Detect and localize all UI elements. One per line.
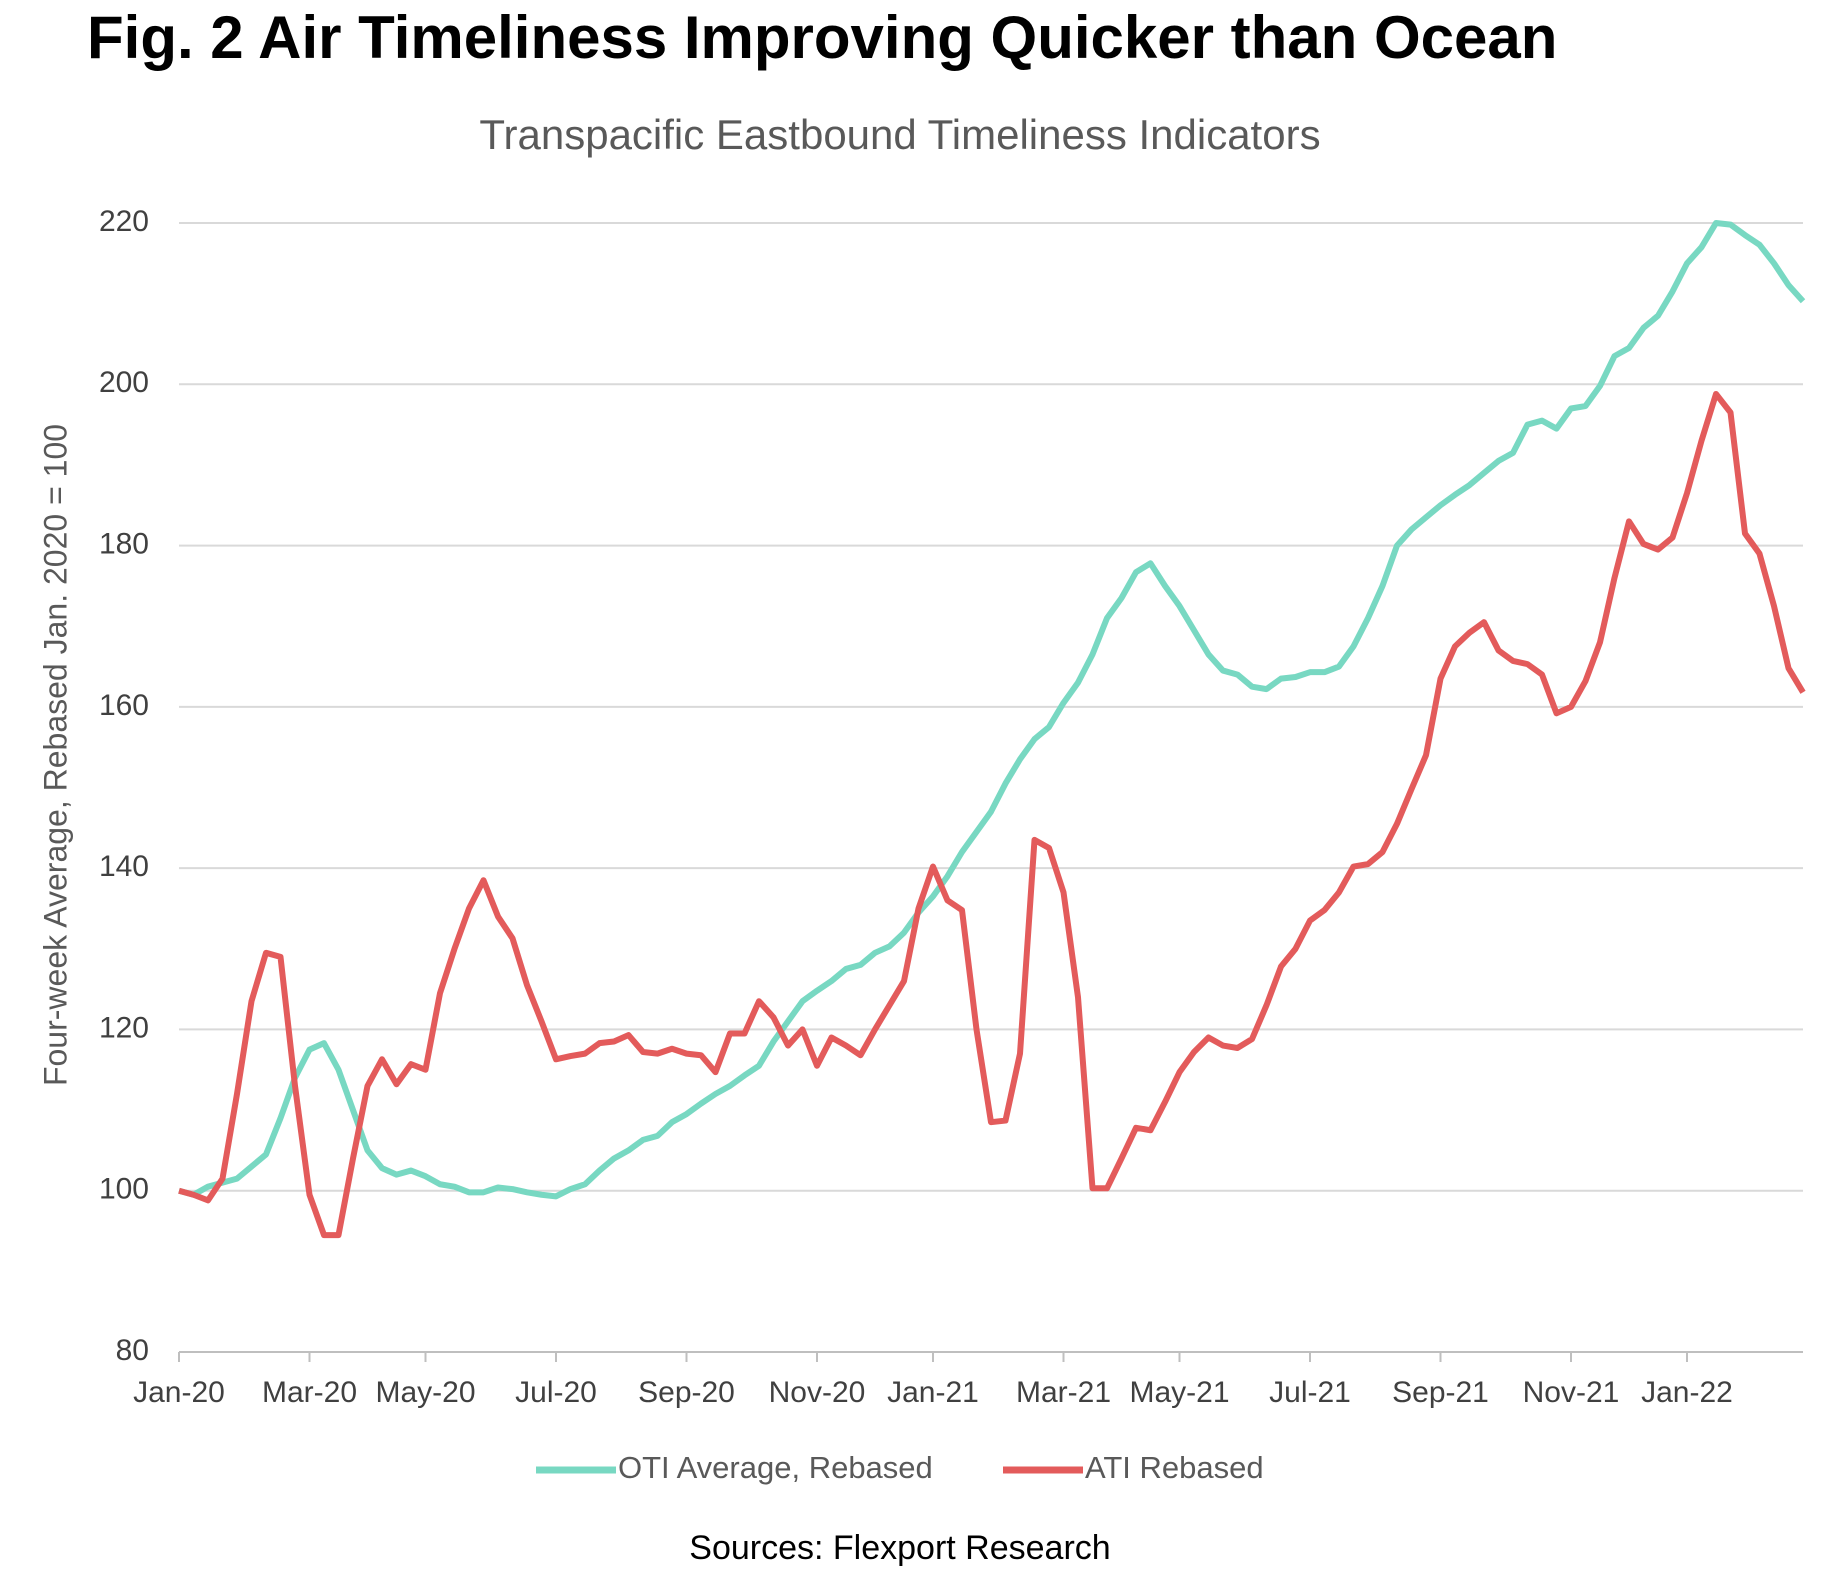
x-tick-label: Jan-22	[1641, 1376, 1733, 1409]
source-note: Sources: Flexport Research	[689, 1529, 1110, 1567]
x-tick-label: Sep-20	[638, 1376, 735, 1409]
y-tick-label: 120	[99, 1011, 149, 1044]
x-tick-label: Jul-21	[1269, 1376, 1351, 1409]
chart-subtitle: Transpacific Eastbound Timeliness Indica…	[479, 111, 1320, 158]
y-axis-label: Four-week Average, Rebased Jan. 2020 = 1…	[37, 424, 73, 1086]
x-tick-label: Sep-21	[1392, 1376, 1489, 1409]
x-tick-label: Jan-20	[133, 1376, 225, 1409]
y-tick-label: 160	[99, 689, 149, 722]
legend-label: ATI Rebased	[1085, 1450, 1264, 1485]
y-tick-label: 220	[99, 205, 149, 238]
x-tick-label: May-21	[1129, 1376, 1229, 1409]
x-tick-label: Mar-21	[1016, 1376, 1111, 1409]
series-line	[178, 220, 1806, 1200]
x-tick-label: Jan-21	[887, 1376, 979, 1409]
y-tick-label: 80	[116, 1334, 149, 1367]
y-tick-label: 100	[99, 1173, 149, 1206]
y-tick-label: 180	[99, 527, 149, 560]
x-tick-label: Mar-20	[262, 1376, 357, 1409]
y-tick-label: 140	[99, 850, 149, 883]
x-tick-label: Nov-20	[769, 1376, 866, 1409]
x-tick-label: Jul-20	[515, 1376, 597, 1409]
y-tick-label: 200	[99, 366, 149, 399]
x-tick-label: May-20	[375, 1376, 475, 1409]
chart-title: Fig. 2 Air Timeliness Improving Quicker …	[87, 4, 1557, 71]
series-line	[178, 390, 1806, 1239]
x-tick-label: Nov-21	[1523, 1376, 1620, 1409]
legend-label: OTI Average, Rebased	[618, 1450, 933, 1485]
